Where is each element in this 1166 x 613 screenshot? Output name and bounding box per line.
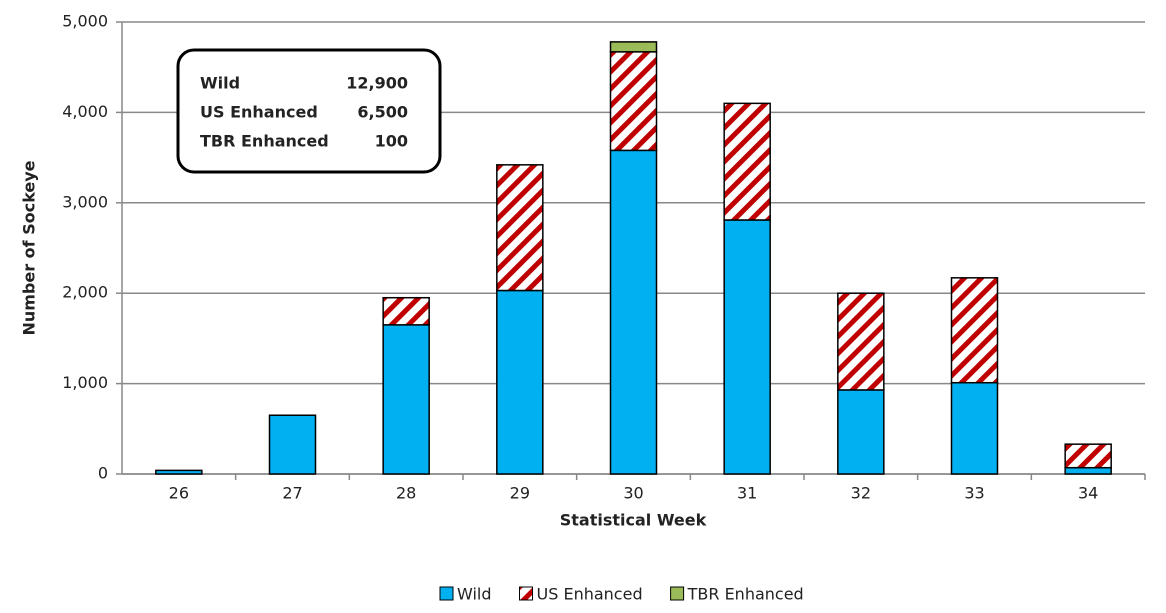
y-tick-label: 5,000 — [62, 12, 108, 31]
y-tick-label: 1,000 — [62, 373, 108, 392]
bar-segment — [609, 149, 658, 475]
y-tick-label: 0 — [98, 464, 108, 483]
bar-segment — [609, 51, 658, 152]
legend-swatch — [439, 586, 454, 601]
x-tick-label: 26 — [169, 484, 189, 503]
x-tick-label: 31 — [737, 484, 757, 503]
legend-swatch — [670, 586, 685, 601]
legend-label: Wild — [457, 585, 492, 604]
bar-segment — [268, 414, 317, 475]
x-tick-label: 32 — [851, 484, 871, 503]
x-axis-title: Statistical Week — [560, 511, 707, 530]
x-tick-label: 30 — [623, 484, 643, 503]
y-tick-label: 3,000 — [62, 192, 108, 211]
y-tick-label: 4,000 — [62, 102, 108, 121]
bar-segment — [382, 324, 430, 475]
annotation-value: 100 — [375, 132, 408, 151]
bar-segment — [723, 102, 771, 221]
x-tick-label: 28 — [396, 484, 416, 503]
bar-segment — [950, 381, 999, 475]
bar-segment — [1064, 466, 1112, 475]
annotation-label: Wild — [200, 74, 240, 93]
annotation-label: TBR Enhanced — [200, 132, 329, 151]
bar-segment — [723, 219, 771, 475]
bar-segment — [950, 277, 999, 384]
x-tick-label: 27 — [282, 484, 302, 503]
legend-label: TBR Enhanced — [687, 585, 804, 604]
x-tick-label: 34 — [1078, 484, 1098, 503]
legend-label: US Enhanced — [537, 585, 643, 604]
bar-segment — [837, 389, 885, 475]
legend-swatch — [519, 586, 534, 601]
annotation-value: 6,500 — [357, 103, 408, 122]
bar-segment — [1064, 443, 1112, 469]
y-axis-title: Number of Sockeye — [20, 160, 39, 335]
x-tick-label: 29 — [510, 484, 530, 503]
bar-segment — [382, 296, 430, 326]
annotation-value: 12,900 — [346, 74, 408, 93]
annotation-label: US Enhanced — [200, 103, 318, 122]
bar-segment — [837, 292, 885, 391]
bar-segment — [155, 469, 203, 475]
annotation-box — [176, 48, 442, 174]
x-tick-label: 33 — [964, 484, 984, 503]
bar-segment — [496, 289, 544, 475]
bar-segment — [496, 164, 544, 292]
y-tick-label: 2,000 — [62, 283, 108, 302]
bar-segment — [609, 41, 658, 53]
